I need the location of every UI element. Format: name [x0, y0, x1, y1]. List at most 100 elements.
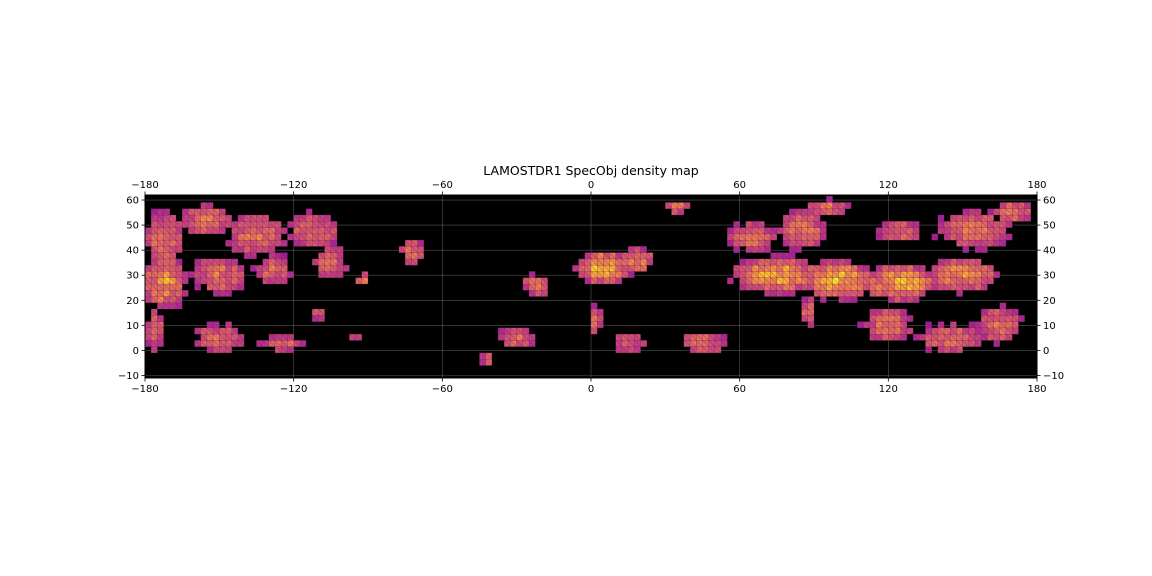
density-cell [844, 202, 852, 210]
density-cell [330, 221, 338, 228]
x-tick-label-bottom: 120 [879, 384, 898, 395]
x-tick-label-top: −180 [131, 180, 158, 191]
density-cell [528, 271, 536, 279]
x-tick-label-bottom: −180 [131, 384, 158, 395]
density-cell [931, 233, 939, 241]
density-cell [906, 327, 914, 335]
chart-title: LAMOSTDR1 SpecObj density map [483, 163, 699, 178]
x-tick-label-bottom: 180 [1027, 384, 1046, 395]
density-cell [225, 321, 232, 329]
density-cells [145, 195, 1032, 366]
density-cell [361, 271, 369, 279]
density-cell [528, 334, 536, 341]
density-cell [640, 246, 647, 253]
x-tick-label-bottom: −60 [432, 384, 453, 395]
density-cell [417, 239, 424, 247]
x-tick-label-top: 180 [1027, 180, 1046, 191]
density-cell [807, 296, 815, 304]
density-cell [900, 308, 908, 316]
density-cell [863, 265, 870, 272]
density-cell [590, 302, 598, 310]
y-tick-label-left: 10 [126, 321, 139, 332]
y-tick-label-right: 30 [1043, 271, 1056, 282]
density-cell [949, 321, 957, 329]
density-cell [683, 202, 691, 210]
density-cell [634, 334, 641, 341]
density-cell [999, 302, 1007, 310]
density-cell [150, 308, 158, 316]
y-tick-label-right: 50 [1043, 221, 1056, 232]
density-cell [925, 321, 932, 329]
density-cell [912, 221, 920, 228]
density-cell [342, 265, 350, 272]
y-tick-label-right: −10 [1043, 371, 1064, 382]
density-cell [522, 327, 530, 335]
density-cell [231, 258, 239, 266]
density-cell [175, 258, 183, 266]
density-cell [937, 321, 945, 329]
density-cell [355, 334, 362, 341]
y-tick-label-left: 0 [133, 346, 139, 357]
y-tick-label-left: 50 [126, 221, 139, 232]
density-cell [212, 321, 220, 329]
density-cell [801, 258, 808, 266]
x-tick-label-top: 120 [879, 180, 898, 191]
x-tick-label-top: −60 [432, 180, 453, 191]
x-tick-label-top: 60 [733, 180, 746, 191]
density-cell [640, 340, 647, 347]
density-cell [733, 221, 740, 228]
density-cell [305, 208, 313, 216]
density-cell [231, 327, 239, 335]
density-cell [280, 227, 288, 235]
density-cell [1005, 233, 1013, 241]
density-cell [274, 221, 282, 228]
density-cell [324, 214, 331, 222]
y-tick-label-left: 20 [126, 296, 139, 307]
density-cell [318, 308, 325, 316]
density-cell [726, 277, 734, 285]
y-tick-label-right: 10 [1043, 321, 1056, 332]
y-tick-label-right: 0 [1043, 346, 1049, 357]
density-cell [225, 214, 232, 222]
density-cell [206, 202, 214, 210]
density-cell [987, 265, 994, 272]
density-cell [163, 208, 170, 216]
density-cell [906, 315, 914, 322]
x-tick-label-bottom: 0 [588, 384, 594, 395]
density-cell [974, 258, 982, 266]
density-cell [299, 340, 307, 347]
density-cell [596, 308, 604, 316]
x-tick-label-top: 0 [588, 180, 594, 191]
density-cell [280, 239, 288, 247]
density-cell [757, 221, 765, 228]
density-cell [336, 246, 344, 253]
y-tick-label-left: 60 [126, 196, 139, 207]
density-cell [646, 252, 654, 260]
density-cell [287, 271, 294, 279]
y-tick-label-left: 30 [126, 271, 139, 282]
density-cell [280, 252, 288, 260]
density-cell [541, 277, 548, 285]
y-tick-label-left: −10 [118, 371, 139, 382]
y-tick-label-right: 20 [1043, 296, 1056, 307]
density-cell [1024, 202, 1031, 210]
x-tick-label-bottom: 60 [733, 384, 746, 395]
density-cell [720, 334, 728, 341]
density-cell [287, 334, 294, 341]
density-cell [993, 271, 1000, 279]
y-tick-label-right: 40 [1043, 246, 1056, 257]
density-cell [262, 214, 270, 222]
density-cell [937, 214, 945, 222]
axis-ticks: −180 −180 −120 −120 −60 −60 0 0 60 60 120 120 180 180… [118, 180, 1064, 395]
y-tick-label-left: 40 [126, 246, 139, 257]
density-cell [974, 208, 982, 216]
density-cell [485, 352, 493, 360]
density-cell [169, 214, 177, 222]
density-cell [219, 208, 226, 216]
density-cell [181, 290, 189, 297]
density-cell [1011, 308, 1019, 316]
density-cell [237, 334, 245, 341]
density-cell [157, 315, 164, 322]
x-tick-label-top: −120 [280, 180, 307, 191]
